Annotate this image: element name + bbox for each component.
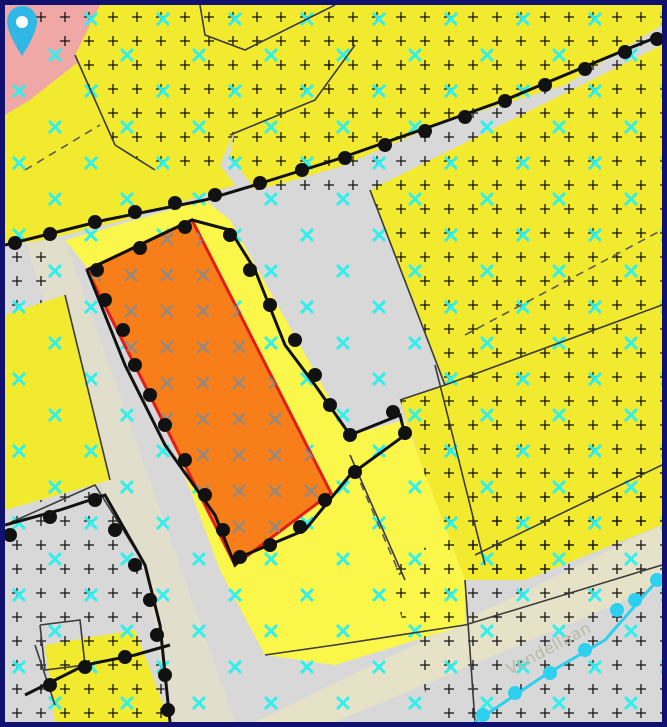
cross-marker-icon xyxy=(5,5,662,722)
base-layer: Vondellaan xyxy=(5,5,662,722)
boundary-dots xyxy=(5,32,662,717)
dashed-lines xyxy=(24,124,662,576)
map-canvas: Vondellaan xyxy=(5,5,662,722)
parcel-hatch xyxy=(87,220,331,565)
water-line xyxy=(474,574,662,722)
water-line-dots xyxy=(476,573,662,722)
location-pin-icon[interactable] xyxy=(5,5,39,57)
